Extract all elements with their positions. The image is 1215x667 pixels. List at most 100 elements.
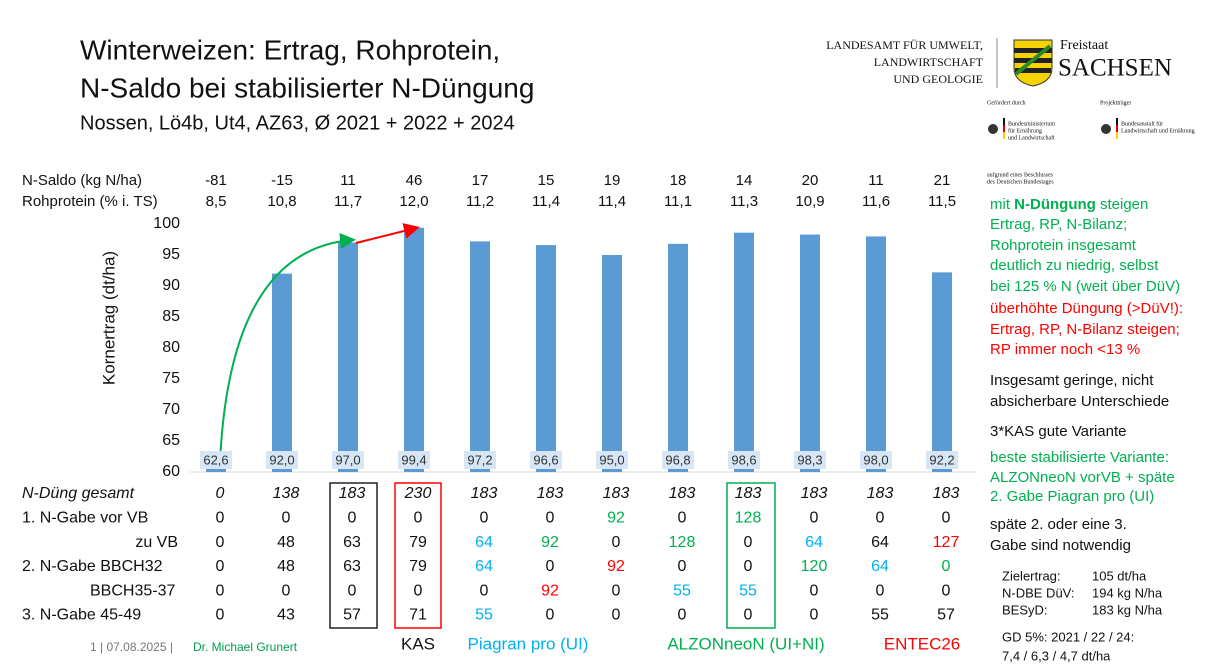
table-cell: 0	[282, 510, 291, 527]
lfulg: UND GEOLOGIE	[893, 72, 983, 86]
y-tick-label: 70	[162, 401, 180, 418]
highlight-box	[394, 482, 442, 629]
row-value: 10,8	[267, 193, 296, 210]
note-line: ALZONneoN vorVB + späte	[990, 469, 1175, 486]
note-line: Gabe sind notwendig	[990, 537, 1131, 554]
note-line: überhöhte Düngung (>DüV!):	[990, 300, 1183, 317]
product-label: ENTEC26	[884, 634, 961, 653]
table-cell: 127	[933, 534, 960, 551]
y-tick-label: 100	[153, 215, 180, 232]
bmel: für Ernährung	[1008, 127, 1042, 134]
table-cell: 63	[343, 534, 361, 551]
bar	[602, 255, 622, 472]
table-cell: 230	[404, 485, 432, 502]
note-line: 2. Gabe Piagran pro (UI)	[990, 488, 1154, 505]
table-cell: 0	[876, 510, 885, 527]
bar	[272, 273, 292, 472]
table-cell: 64	[871, 534, 889, 551]
freistaat: Freistaat	[1060, 38, 1108, 53]
table-cell: 0	[282, 582, 291, 599]
row-label: N-Saldo (kg N/ha)	[22, 172, 142, 189]
table-cell: 183	[669, 485, 696, 502]
table-cell: 0	[216, 485, 225, 502]
value-label: 97,0	[335, 452, 360, 467]
y-tick-label: 85	[162, 308, 180, 325]
y-tick-label: 60	[162, 463, 180, 480]
table-cell: 183	[735, 485, 762, 502]
table-row-label: 1. N-Gabe vor VB	[22, 510, 148, 527]
table-cell: 0	[810, 582, 819, 599]
table-row-label: BBCH35-37	[90, 582, 175, 599]
table-cell: 0	[414, 510, 423, 527]
note-line: 3*KAS gute Variante	[990, 423, 1126, 440]
bar	[932, 272, 952, 472]
row-value: 14	[736, 172, 753, 189]
bmel: und Landwirtschaft	[1008, 134, 1055, 141]
value-label: 96,8	[665, 452, 690, 467]
table-cell: 0	[744, 534, 753, 551]
row-value: 11,1	[664, 193, 692, 210]
carrier: Projektträger	[1100, 100, 1131, 106]
bundestag: des Deutschen Bundestages	[987, 179, 1054, 185]
table-cell: 92	[607, 510, 625, 527]
bundestag: aufgrund eines Beschlusses	[987, 171, 1054, 178]
table-cell: 183	[537, 485, 564, 502]
value-label-bg	[266, 451, 298, 469]
bar	[668, 243, 688, 472]
value-label-bg	[464, 451, 496, 469]
table-cell: 0	[942, 510, 951, 527]
lfulg: LANDWIRTSCHAFT	[874, 55, 984, 69]
bar	[866, 236, 886, 472]
note-line: Insgesamt geringe, nicht	[990, 372, 1154, 389]
table-cell: 183	[801, 485, 828, 502]
table-cell: 64	[805, 534, 823, 551]
target-label: Zielertrag:	[1002, 568, 1061, 583]
table-cell: 79	[409, 534, 427, 551]
value-label: 98,0	[863, 452, 888, 467]
ble: Bundesanstalt für	[1121, 120, 1163, 127]
table-cell: 0	[480, 510, 489, 527]
table-cell: 57	[937, 607, 955, 624]
value-label-bg	[332, 451, 364, 469]
table-cell: 64	[475, 534, 493, 551]
title-line: Winterweizen: Ertrag, Rohprotein,	[80, 34, 500, 65]
table-cell: 0	[678, 607, 687, 624]
table-cell: 183	[603, 485, 630, 502]
row-value: 11,2	[466, 193, 494, 210]
y-tick-label: 90	[162, 277, 180, 294]
row-value: 15	[538, 172, 555, 189]
table-row-label: N-Düng gesamt	[22, 485, 135, 502]
target-value: 105 dt/ha	[1092, 568, 1147, 583]
product-label: ALZONneoN (UI+NI)	[667, 634, 824, 653]
table-cell: 0	[546, 558, 555, 575]
row-value: 11,5	[928, 193, 956, 210]
table-cell: 0	[216, 534, 225, 551]
value-label-bg	[926, 451, 958, 469]
note-line: späte 2. oder eine 3.	[990, 516, 1127, 533]
product-label: Piagran pro (UI)	[468, 634, 589, 653]
table-cell: 0	[414, 582, 423, 599]
table-cell: 48	[277, 534, 295, 551]
value-label-bg	[200, 451, 232, 469]
note-line: Ertrag, RP, N-Bilanz;	[990, 216, 1127, 233]
table-cell: 0	[546, 607, 555, 624]
value-label: 99,4	[401, 452, 426, 467]
table-cell: 0	[480, 582, 489, 599]
table-cell: 0	[810, 510, 819, 527]
value-label-bg	[728, 451, 760, 469]
value-label-bg	[596, 451, 628, 469]
value-label: 92,2	[929, 452, 954, 467]
row-value: 11	[340, 172, 356, 189]
row-value: 12,0	[399, 193, 428, 210]
arrow	[219, 233, 356, 463]
row-value: 11	[868, 172, 884, 189]
bmel: Bundesministerium	[1008, 121, 1055, 127]
note-line: beste stabilisierte Variante:	[990, 449, 1169, 466]
target-label: N-DBE DüV:	[1002, 585, 1074, 600]
footer-author: Dr. Michael Grunert	[193, 640, 298, 654]
value-label: 98,3	[797, 452, 822, 467]
value-label: 97,2	[467, 452, 492, 467]
value-label-bg	[860, 451, 892, 469]
bar	[734, 232, 754, 472]
table-cell: 0	[216, 582, 225, 599]
